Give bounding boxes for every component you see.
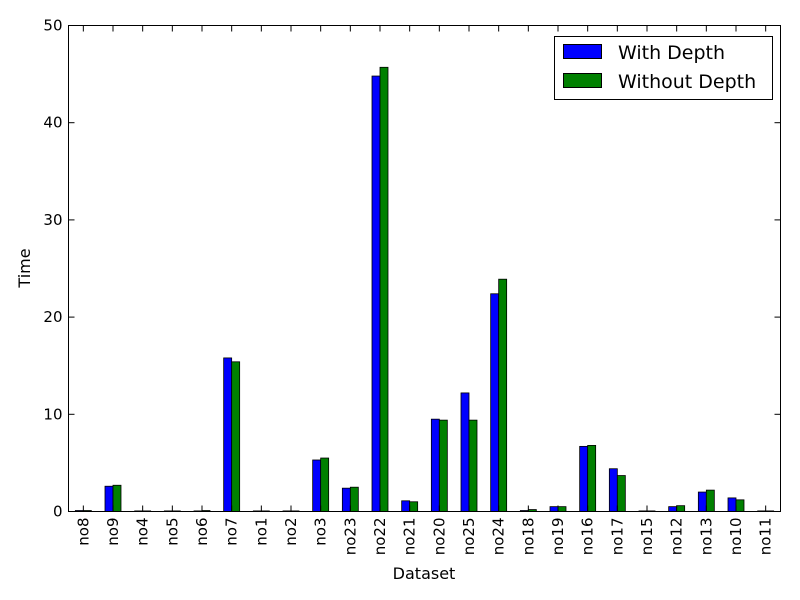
y-tick-label: 10 bbox=[43, 405, 62, 423]
bars-group bbox=[74, 66, 775, 512]
bar-no3-without-depth bbox=[320, 457, 330, 512]
bar-no25-with-depth bbox=[460, 392, 470, 512]
x-tick-label-no19: no19 bbox=[549, 518, 567, 556]
bar-no22-with-depth bbox=[371, 75, 381, 512]
x-tick-label-no22: no22 bbox=[371, 518, 389, 556]
bar-no16-with-depth bbox=[579, 445, 589, 512]
bar-no21-without-depth bbox=[409, 501, 419, 512]
x-tick-label-no7: no7 bbox=[223, 518, 241, 546]
bar-no25-without-depth bbox=[468, 419, 478, 512]
bar-no17-with-depth bbox=[608, 468, 618, 512]
bar-no17-without-depth bbox=[616, 475, 626, 512]
y-axis-title: Time bbox=[15, 248, 34, 288]
bar-no20-without-depth bbox=[438, 419, 448, 512]
bar-no10-without-depth bbox=[735, 499, 745, 512]
bar-no19-without-depth bbox=[557, 506, 567, 512]
bar-no22-without-depth bbox=[379, 66, 389, 512]
x-tick-label-no21: no21 bbox=[401, 518, 419, 556]
y-tick-label: 30 bbox=[43, 211, 62, 229]
bar-no13-without-depth bbox=[705, 489, 715, 512]
bar-no24-with-depth bbox=[490, 293, 500, 512]
bar-no13-with-depth bbox=[697, 491, 707, 512]
bar-no20-with-depth bbox=[430, 418, 440, 512]
y-tick-label: 20 bbox=[43, 308, 62, 326]
x-tick-label-no4: no4 bbox=[134, 518, 152, 546]
x-tick-label-no10: no10 bbox=[727, 518, 745, 556]
bar-no23-without-depth bbox=[349, 486, 359, 512]
bar-no16-without-depth bbox=[587, 445, 597, 512]
x-tick-label-no9: no9 bbox=[104, 518, 122, 546]
x-tick-label-no23: no23 bbox=[341, 518, 359, 556]
x-tick-label-no1: no1 bbox=[252, 518, 270, 546]
legend-label-without-depth: Without Depth bbox=[618, 71, 756, 93]
legend-swatch-without-depth bbox=[563, 73, 602, 88]
x-tick-label-no25: no25 bbox=[460, 518, 478, 556]
bar-no23-with-depth bbox=[341, 487, 351, 512]
x-tick-label-no18: no18 bbox=[519, 518, 537, 556]
plot-frame bbox=[68, 25, 781, 512]
x-tick-label-no2: no2 bbox=[282, 518, 300, 546]
bar-no19-with-depth bbox=[549, 506, 559, 512]
x-tick-label-no16: no16 bbox=[579, 518, 597, 556]
x-tick-label-no24: no24 bbox=[490, 518, 508, 556]
bar-no9-without-depth bbox=[112, 484, 122, 512]
legend: With Depth Without Depth bbox=[554, 36, 773, 100]
y-tick-label: 40 bbox=[43, 114, 62, 132]
x-tick-label-no8: no8 bbox=[74, 518, 92, 546]
bar-no21-with-depth bbox=[401, 500, 411, 512]
x-tick-label-no15: no15 bbox=[638, 518, 656, 556]
bar-no12-without-depth bbox=[676, 505, 686, 512]
x-tick-label-no12: no12 bbox=[668, 518, 686, 556]
legend-swatch-with-depth bbox=[563, 44, 602, 59]
x-tick-label-no6: no6 bbox=[193, 518, 211, 546]
bar-no3-with-depth bbox=[312, 459, 322, 512]
x-tick-label-no20: no20 bbox=[430, 518, 448, 556]
bar-no7-without-depth bbox=[231, 361, 241, 512]
bar-no7-with-depth bbox=[223, 357, 233, 512]
x-tick-label-no5: no5 bbox=[163, 518, 181, 546]
x-tick-label-no13: no13 bbox=[697, 518, 715, 556]
y-axis: 0 10 20 30 40 50 bbox=[43, 17, 781, 521]
bar-no10-with-depth bbox=[727, 497, 737, 512]
x-tick-label-no3: no3 bbox=[312, 518, 330, 546]
bar-no12-with-depth bbox=[668, 506, 678, 512]
bar-no24-without-depth bbox=[498, 278, 508, 512]
x-tick-label-no17: no17 bbox=[608, 518, 626, 556]
bar-no9-with-depth bbox=[104, 485, 114, 512]
legend-label-with-depth: With Depth bbox=[618, 42, 725, 64]
y-tick-label: 50 bbox=[43, 17, 62, 35]
y-tick-label: 0 bbox=[53, 503, 63, 521]
x-axis-title: Dataset bbox=[393, 564, 456, 583]
x-axis: no8 no9 no4 no5 no6 no7 no1 no2 no3 no23 no22 no21 n… bbox=[74, 25, 775, 556]
x-tick-label-no11: no11 bbox=[757, 518, 775, 556]
